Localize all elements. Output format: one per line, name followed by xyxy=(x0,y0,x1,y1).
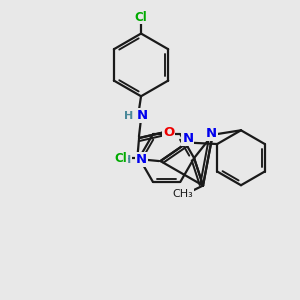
Text: N: N xyxy=(182,133,194,146)
Text: Cl: Cl xyxy=(114,152,127,165)
Text: O: O xyxy=(163,126,174,139)
Text: N: N xyxy=(136,109,148,122)
Text: H: H xyxy=(122,154,132,165)
Text: H: H xyxy=(124,111,133,121)
Text: CH₃: CH₃ xyxy=(173,189,194,199)
Text: Cl: Cl xyxy=(135,11,147,24)
Text: N: N xyxy=(136,153,147,166)
Text: N: N xyxy=(206,127,217,140)
